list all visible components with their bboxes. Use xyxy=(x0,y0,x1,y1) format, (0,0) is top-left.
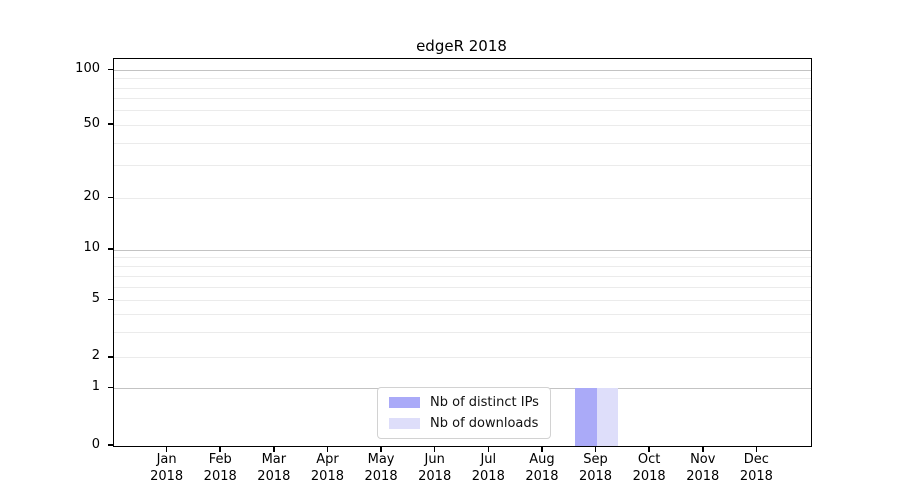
x-tick xyxy=(702,446,704,452)
x-tick xyxy=(165,446,168,452)
y-tick-label: 100 xyxy=(75,61,100,77)
y-tick-label: 50 xyxy=(83,115,100,131)
x-tick-label: Oct 2018 xyxy=(632,452,666,484)
y-tick xyxy=(107,356,113,358)
minor-gridline xyxy=(114,286,811,288)
legend-label-downloads: Nb of downloads xyxy=(430,416,539,431)
y-tick xyxy=(107,68,113,71)
legend-swatch-distinct-ips xyxy=(389,397,420,408)
minor-gridline xyxy=(114,197,811,199)
x-tick-label: May 2018 xyxy=(364,452,398,484)
y-tick xyxy=(107,123,113,125)
x-tick-label: Jun 2018 xyxy=(418,452,452,484)
x-tick-label: Nov 2018 xyxy=(686,452,720,484)
minor-gridline xyxy=(114,78,811,80)
major-gridline xyxy=(114,70,811,72)
x-tick-label: Jul 2018 xyxy=(471,452,505,484)
bar-distinct-ips xyxy=(575,388,597,446)
y-tick xyxy=(107,444,113,446)
minor-gridline xyxy=(114,357,811,359)
legend-label-distinct-ips: Nb of distinct IPs xyxy=(430,395,539,410)
y-tick-label: 10 xyxy=(83,240,100,256)
minor-gridline xyxy=(114,275,811,277)
y-tick xyxy=(107,248,113,250)
plot-area: Nb of distinct IPs Nb of downloads xyxy=(113,58,812,447)
y-tick-label: 0 xyxy=(91,436,100,452)
x-tick xyxy=(380,446,382,452)
x-tick xyxy=(648,446,650,452)
chart-title: edgeR 2018 xyxy=(416,37,507,55)
x-tick-label: Feb 2018 xyxy=(203,452,237,484)
minor-gridline xyxy=(114,110,811,112)
x-tick-label: Apr 2018 xyxy=(310,452,344,484)
y-tick xyxy=(107,386,113,389)
x-tick xyxy=(219,446,221,452)
x-tick xyxy=(326,446,329,452)
y-tick-label: 1 xyxy=(91,378,100,394)
minor-gridline xyxy=(114,87,811,89)
x-tick-label: Aug 2018 xyxy=(525,452,559,484)
minor-gridline xyxy=(114,300,811,302)
minor-gridline xyxy=(114,265,811,267)
x-tick xyxy=(541,446,543,452)
legend-swatch-downloads xyxy=(389,418,420,429)
x-tick-label: Jan 2018 xyxy=(150,452,184,484)
legend-entry-distinct-ips: Nb of distinct IPs xyxy=(389,395,539,410)
y-tick-label: 2 xyxy=(91,348,100,364)
minor-gridline xyxy=(114,124,811,126)
minor-gridline xyxy=(114,332,811,333)
y-tick-label: 5 xyxy=(91,291,100,307)
legend-entry-downloads: Nb of downloads xyxy=(389,416,539,431)
x-tick xyxy=(273,446,275,452)
minor-gridline xyxy=(114,98,811,100)
y-tick xyxy=(107,298,113,301)
x-tick-label: Sep 2018 xyxy=(578,452,613,484)
major-gridline xyxy=(114,249,811,251)
y-tick xyxy=(107,196,113,199)
x-tick xyxy=(433,446,436,452)
minor-gridline xyxy=(114,142,811,144)
x-tick xyxy=(755,446,758,452)
x-tick-label: Mar 2018 xyxy=(257,452,291,484)
minor-gridline xyxy=(114,314,811,316)
x-tick xyxy=(487,446,490,452)
y-tick-label: 20 xyxy=(83,188,100,204)
x-tick-label: Dec 2018 xyxy=(739,452,773,484)
legend: Nb of distinct IPs Nb of downloads xyxy=(377,387,551,439)
bar-downloads xyxy=(596,388,618,446)
minor-gridline xyxy=(114,257,811,259)
minor-gridline xyxy=(114,165,811,167)
x-tick xyxy=(594,446,597,452)
